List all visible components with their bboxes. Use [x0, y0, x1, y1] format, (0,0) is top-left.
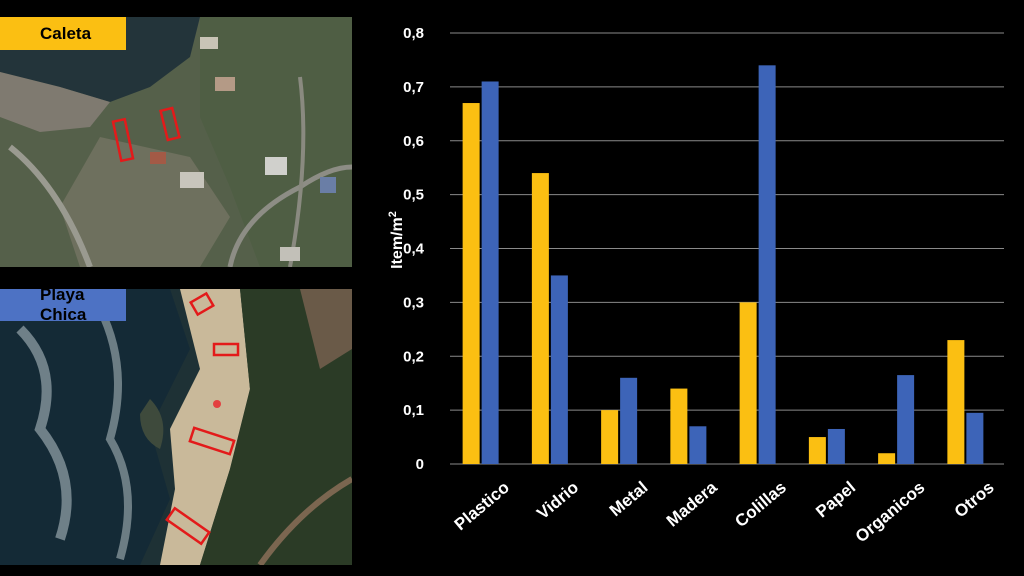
bar-metal-series-2: [620, 377, 638, 464]
bar-papel-series-1: [808, 437, 826, 464]
bar-vidrio-series-1: [531, 173, 549, 464]
caleta-label: Caleta: [0, 17, 126, 50]
x-category-label: Metal: [606, 478, 652, 520]
playa-chica-satellite-image: [0, 289, 352, 565]
x-category-label: Otros: [951, 478, 998, 522]
x-category-label: Madera: [663, 477, 721, 530]
bars: [462, 65, 984, 465]
bar-vidrio-series-2: [550, 275, 568, 464]
highlight-box: [111, 106, 181, 163]
y-tick-label: 0,1: [403, 402, 424, 419]
y-tick-label: 0,2: [403, 348, 424, 365]
x-category-label: Vidrio: [533, 478, 582, 523]
bar-organicos-series-1: [878, 453, 896, 464]
y-tick-label: 0,5: [403, 187, 424, 204]
bar-organicos-series-2: [897, 375, 915, 464]
bar-plastico-series-1: [462, 103, 480, 464]
x-category-label: Colillas: [731, 478, 790, 531]
y-tick-label: 0,8: [403, 25, 424, 42]
y-tick-label: 0,3: [403, 294, 424, 311]
y-axis-ticks: 0 0,1 0,2 0,3 0,4 0,5 0,6 0,7 0,8: [403, 25, 425, 473]
x-axis-labels: Plastico Vidrio Metal Madera Colillas PapelOr…: [451, 477, 998, 546]
y-tick-label: 0,4: [403, 241, 425, 258]
highlight-box: [165, 291, 240, 546]
bar-chart: 0 0,1 0,2 0,3 0,4 0,5 0,6 0,7 0,8 Plastico Vidrio…: [387, 25, 1004, 546]
y-tick-label: 0,6: [403, 133, 424, 150]
bar-colillas-series-2: [758, 65, 776, 464]
y-axis-title: Item/m2: [387, 211, 406, 269]
bar-otros-series-2: [966, 412, 984, 464]
x-category-label: Plastico: [451, 478, 513, 534]
y-tick-label: 0,7: [403, 79, 424, 96]
x-category-label: Papel: [812, 478, 859, 522]
bar-plastico-series-2: [481, 81, 499, 465]
bar-otros-series-1: [947, 340, 965, 464]
bar-colillas-series-1: [739, 302, 757, 464]
caleta-satellite-image: [0, 17, 352, 267]
bar-madera-series-2: [689, 426, 707, 464]
bar-madera-series-1: [670, 388, 688, 464]
bar-papel-series-2: [827, 428, 845, 464]
bar-metal-series-1: [601, 410, 619, 464]
x-category-label: Organicos: [852, 478, 929, 547]
playa-chica-label: Playa Chica: [0, 285, 126, 324]
y-tick-label: 0: [416, 456, 424, 473]
